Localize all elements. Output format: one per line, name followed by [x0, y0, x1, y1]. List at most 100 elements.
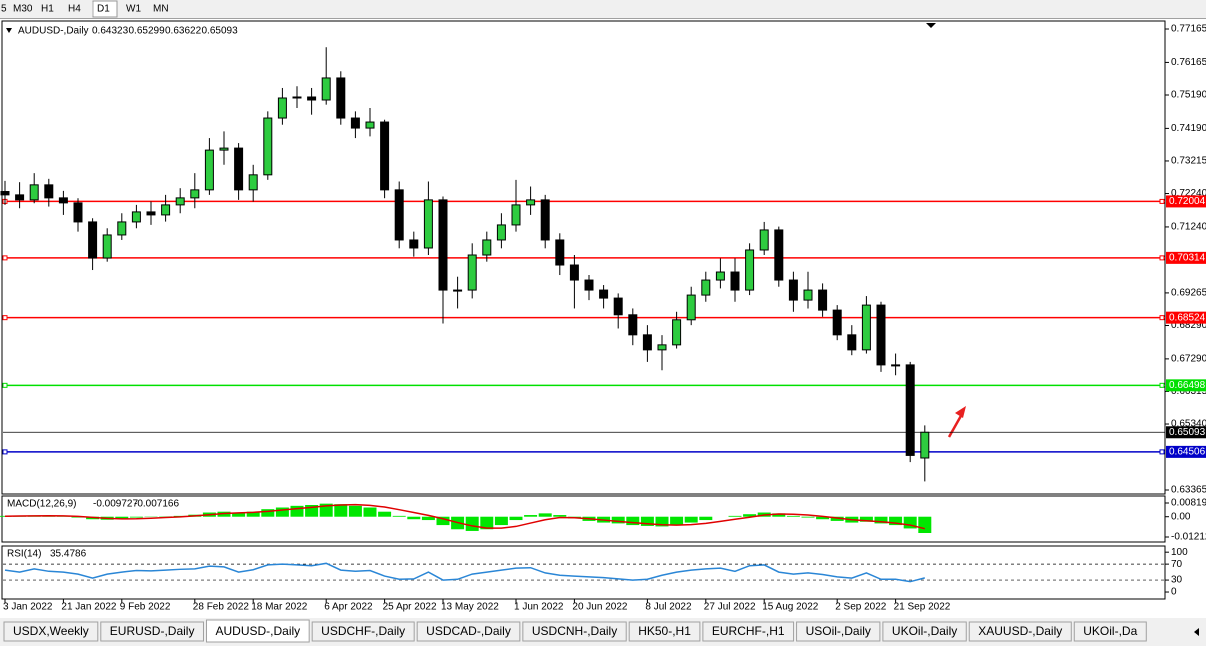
tab-label[interactable]: USDCAD-,Daily	[426, 624, 511, 638]
tab[interactable]: USDX,Weekly	[3, 621, 99, 642]
level-handle	[2, 382, 8, 388]
tab-label[interactable]: EURUSD-,Daily	[110, 624, 195, 638]
macd-value: -0.007166	[134, 499, 179, 510]
tab-label[interactable]: USDX,Weekly	[13, 624, 89, 638]
candle-body	[730, 271, 740, 291]
tab[interactable]: USDCAD-,Daily	[416, 621, 521, 642]
candle-body	[29, 184, 39, 201]
annotation-arrow	[947, 413, 964, 438]
candle-body	[511, 204, 521, 226]
candle-body	[131, 211, 141, 223]
macd-bar	[553, 515, 567, 517]
candle-body	[847, 334, 857, 351]
x-tick-label: 6 Apr 2022	[324, 602, 373, 613]
x-tick-label: 28 Feb 2022	[193, 602, 250, 613]
y-tick-label: 0.66315	[1171, 386, 1206, 397]
macd-bar	[903, 516, 917, 529]
candle-body	[423, 199, 433, 249]
tab[interactable]: XAUUSD-,Daily	[968, 621, 1072, 642]
timeframe-button[interactable]: W1	[126, 4, 141, 15]
timeframe-button[interactable]: MN	[153, 4, 169, 15]
candle-body	[350, 117, 360, 129]
price-label: 0.65093	[1169, 427, 1206, 438]
tab-label[interactable]: UKOil-,Da	[1083, 624, 1137, 638]
tab-scroll[interactable]	[1194, 628, 1199, 636]
tab-background	[416, 621, 521, 642]
y-tick-label: 0.72240	[1171, 188, 1206, 199]
y-tick-label: 0.68290	[1171, 320, 1206, 331]
candle-body	[569, 264, 579, 281]
macd-bar	[786, 515, 800, 517]
timeframe-button[interactable]: M30	[13, 4, 33, 15]
candle-body	[905, 364, 915, 456]
x-tick-label: 9 Feb 2022	[120, 602, 171, 613]
tab-label[interactable]: USDCNH-,Daily	[532, 624, 617, 638]
x-tick-label: 13 May 2022	[441, 602, 499, 613]
macd-frame	[1, 495, 1166, 543]
price-label-box	[1166, 426, 1206, 439]
tab[interactable]: AUDUSD-,Daily	[205, 619, 310, 643]
candle-body	[204, 149, 214, 191]
timeframe-button[interactable]: H1	[41, 4, 54, 15]
tab[interactable]: USOil-,Daily	[796, 621, 881, 642]
macd-bar	[640, 516, 654, 526]
tab[interactable]: EURUSD-,Daily	[100, 621, 204, 642]
tab[interactable]: USDCHF-,Daily	[311, 621, 415, 642]
tab-label[interactable]: USDCHF-,Daily	[321, 624, 405, 638]
macd-bar	[889, 516, 903, 526]
candle-body	[263, 117, 273, 176]
tab-label[interactable]: EURCHF-,H1	[712, 624, 785, 638]
tab-label[interactable]: AUDUSD-,Daily	[215, 624, 300, 638]
macd-bar	[772, 513, 786, 517]
macd-bar	[71, 516, 85, 518]
toolbar	[0, 0, 1206, 18]
price-label: 0.68524	[1169, 312, 1206, 323]
tab-label[interactable]: HK50-,H1	[638, 624, 691, 638]
tab[interactable]: HK50-,H1	[628, 621, 701, 642]
chart-title: AUDUSD-,Daily	[18, 26, 89, 37]
tab[interactable]: UKOil-,Da	[1073, 621, 1147, 642]
y-tick-label: 0.75190	[1171, 90, 1206, 101]
candle-body	[526, 199, 536, 206]
candle-body	[117, 221, 127, 236]
tab[interactable]: EURCHF-,H1	[702, 621, 795, 642]
tab-label[interactable]: USOil-,Daily	[806, 624, 871, 638]
candle-body	[774, 229, 784, 281]
timeframe-button[interactable]: 5	[1, 4, 7, 15]
y-tick-label: 0.76165	[1171, 57, 1206, 68]
candle-body	[438, 199, 448, 291]
candle-body	[496, 224, 506, 241]
candle-body	[788, 279, 798, 301]
timeframe-button[interactable]: H4	[68, 4, 81, 15]
tab-background	[100, 621, 204, 642]
tab-label[interactable]: XAUUSD-,Daily	[978, 624, 1062, 638]
ohlc-value: 0.65093	[202, 26, 239, 37]
macd-bar	[246, 511, 260, 517]
x-tick-label: 25 Apr 2022	[383, 602, 437, 613]
candle-body	[307, 96, 317, 101]
macd-bar	[859, 516, 873, 522]
candle-body	[555, 239, 565, 266]
candle-body	[248, 174, 258, 191]
candle-body	[88, 221, 98, 259]
candle-body	[58, 197, 68, 204]
candle-body	[190, 189, 200, 199]
candle-body	[745, 249, 755, 291]
macd-tick-label: -0.01212	[1171, 532, 1206, 543]
tab[interactable]: USDCNH-,Daily	[522, 621, 627, 642]
price-label-box	[1166, 379, 1206, 392]
macd-tick-label: 0.00	[1171, 511, 1191, 522]
timeframe-button[interactable]: D1	[97, 4, 110, 15]
macd-signal	[4, 503, 925, 530]
price-label: 0.72004	[1169, 196, 1206, 207]
macd-bar	[261, 509, 275, 517]
candle-body	[161, 204, 171, 216]
x-tick-label: 15 Aug 2022	[762, 602, 819, 613]
tab[interactable]: UKOil-,Daily	[882, 621, 967, 642]
tab-background	[882, 621, 967, 642]
rsi-tick-label: 0	[1171, 587, 1177, 598]
candle-body	[175, 197, 185, 206]
macd-bar	[290, 505, 304, 517]
tab-label[interactable]: UKOil-,Daily	[892, 624, 957, 638]
candle-body	[102, 234, 112, 259]
